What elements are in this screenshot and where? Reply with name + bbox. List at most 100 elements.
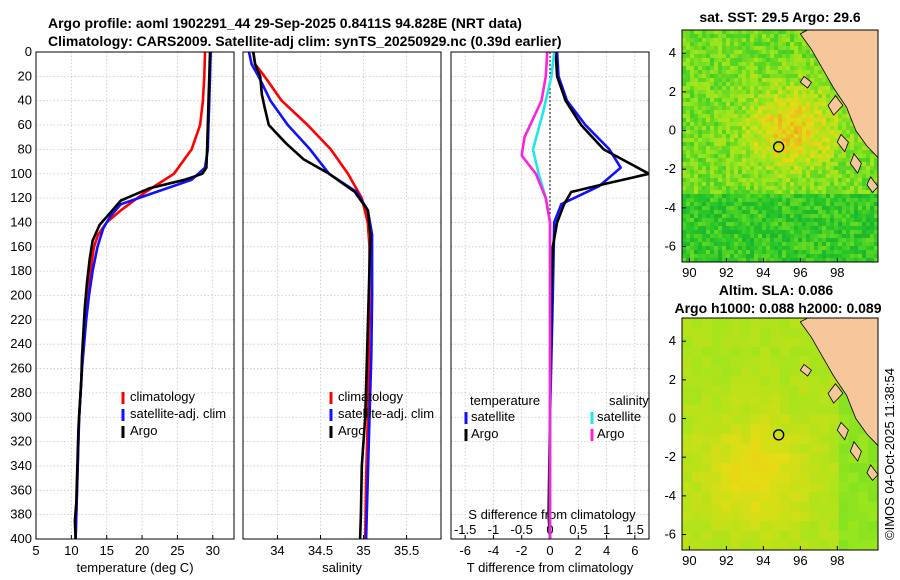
- field-cell: [786, 210, 791, 215]
- field-cell: [750, 238, 755, 243]
- field-cell: [834, 250, 839, 255]
- field-cell: [814, 118, 819, 123]
- field-cell: [738, 34, 743, 39]
- field-cell: [740, 540, 751, 550]
- field-cell: [782, 34, 787, 39]
- field-cell: [718, 254, 723, 259]
- field-cell: [766, 194, 771, 199]
- field-cell: [834, 190, 839, 195]
- field-cell: [830, 94, 835, 99]
- field-cell: [850, 230, 855, 235]
- field-cell: [798, 62, 803, 67]
- field-cell: [762, 210, 767, 215]
- field-cell: [722, 62, 727, 67]
- field-cell: [874, 166, 878, 171]
- field-cell: [794, 110, 799, 115]
- field-cell: [786, 38, 791, 43]
- field-cell: [746, 82, 751, 87]
- field-cell: [829, 521, 840, 531]
- field-cell: [778, 158, 783, 163]
- field-cell: [710, 114, 715, 119]
- field-cell: [780, 356, 791, 367]
- field-cell: [818, 158, 823, 163]
- field-cell: [718, 194, 723, 199]
- field-cell: [702, 46, 707, 51]
- field-cell: [810, 154, 815, 159]
- field-cell: [774, 54, 779, 59]
- field-cell: [694, 102, 699, 107]
- field-cell: [714, 118, 719, 123]
- field-cell: [758, 94, 763, 99]
- field-cell: [706, 242, 711, 247]
- field-cell: [794, 70, 799, 75]
- field-cell: [698, 206, 703, 211]
- field-cell: [778, 62, 783, 67]
- field-cell: [740, 521, 751, 531]
- field-cell: [706, 46, 711, 51]
- field-cell: [802, 158, 807, 163]
- field-cell: [858, 202, 863, 207]
- field-cell: [850, 238, 855, 243]
- field-cell: [810, 118, 815, 123]
- field-cell: [730, 202, 735, 207]
- field-cell: [838, 482, 849, 493]
- field-cell: [754, 50, 759, 55]
- field-cell: [698, 86, 703, 91]
- field-cell: [714, 162, 719, 167]
- field-cell: [742, 38, 747, 43]
- field-cell: [798, 230, 803, 235]
- field-cell: [750, 50, 755, 55]
- field-cell: [830, 202, 835, 207]
- field-cell: [782, 54, 787, 59]
- field-cell: [701, 376, 712, 386]
- field-cell: [694, 158, 699, 163]
- field-cell: [814, 206, 819, 211]
- field-cell: [690, 94, 695, 99]
- field-cell: [686, 166, 691, 171]
- field-cell: [750, 170, 755, 175]
- field-cell: [790, 186, 795, 191]
- field-cell: [682, 78, 687, 83]
- field-cell: [794, 182, 799, 187]
- field-cell: [746, 210, 751, 215]
- field-cell: [682, 222, 687, 227]
- field-cell: [798, 190, 803, 195]
- field-cell: [782, 82, 787, 87]
- field-cell: [826, 250, 831, 255]
- field-cell: [790, 70, 795, 75]
- field-cell: [822, 198, 827, 203]
- field-cell: [842, 198, 847, 203]
- field-cell: [758, 50, 763, 55]
- field-cell: [866, 146, 871, 151]
- field-cell: [854, 178, 859, 183]
- field-cell: [742, 194, 747, 199]
- field-cell: [846, 186, 851, 191]
- field-cell: [682, 214, 687, 219]
- field-cell: [766, 50, 771, 55]
- field-cell: [830, 246, 835, 251]
- field-cell: [702, 162, 707, 167]
- field-cell: [854, 194, 859, 199]
- field-cell: [702, 114, 707, 119]
- field-cell: [770, 238, 775, 243]
- field-cell: [714, 158, 719, 163]
- field-cell: [782, 170, 787, 175]
- field-cell: [682, 190, 687, 195]
- field-cell: [770, 86, 775, 91]
- field-cell: [766, 210, 771, 215]
- field-cell: [842, 238, 847, 243]
- field-cell: [778, 222, 783, 227]
- field-cell: [722, 230, 727, 235]
- field-cell: [846, 242, 851, 247]
- field-cell: [826, 230, 831, 235]
- field-cell: [826, 170, 831, 175]
- field-cell: [814, 154, 819, 159]
- field-cell: [850, 142, 855, 147]
- field-cell: [798, 74, 803, 79]
- field-cell: [814, 90, 819, 95]
- field-cell: [786, 154, 791, 159]
- field-cell: [750, 202, 755, 207]
- field-cell: [802, 94, 807, 99]
- field-cell: [718, 178, 723, 183]
- field-cell: [750, 98, 755, 103]
